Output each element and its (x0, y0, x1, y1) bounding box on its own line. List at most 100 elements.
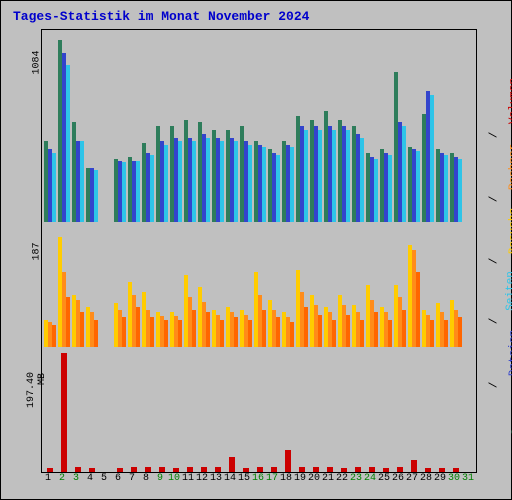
legend-label: Dateien (508, 330, 512, 376)
bar (388, 320, 392, 348)
bar (458, 159, 462, 222)
bar (290, 147, 294, 222)
bar (80, 141, 84, 222)
day-group (72, 222, 86, 347)
x-tick-label: 17 (265, 473, 279, 484)
bar (201, 467, 207, 472)
legend-label: Besuche (508, 208, 512, 254)
legend-label: / (488, 196, 500, 203)
bar (383, 468, 389, 472)
day-group (198, 30, 212, 222)
day-group (226, 30, 240, 222)
day-group (394, 222, 408, 347)
x-tick-label: 20 (307, 473, 321, 484)
day-group (310, 222, 324, 347)
day-group (282, 347, 296, 472)
bar (262, 147, 266, 222)
chart-frame: Tages-Statistik im Monat November 2024 1… (0, 0, 512, 500)
day-group (338, 222, 352, 347)
day-group (338, 347, 352, 472)
bar (75, 467, 81, 472)
day-group (352, 222, 366, 347)
day-group (212, 30, 226, 222)
x-tick-label: 14 (223, 473, 237, 484)
day-group (114, 30, 128, 222)
bar (47, 468, 53, 472)
bar (192, 141, 196, 222)
day-group (142, 347, 156, 472)
bar (430, 95, 434, 222)
day-group (114, 347, 128, 472)
day-group (100, 30, 114, 222)
day-group (86, 30, 100, 222)
day-group (142, 30, 156, 222)
legend-label: / (488, 382, 500, 389)
bar (453, 468, 459, 472)
day-group (450, 30, 464, 222)
bar (374, 159, 378, 222)
bar (136, 307, 140, 347)
day-group (86, 222, 100, 347)
bar (178, 141, 182, 222)
x-tick-label: 19 (293, 473, 307, 484)
bar (318, 315, 322, 348)
day-group (184, 347, 198, 472)
x-tick-label: 30 (447, 473, 461, 484)
day-group (408, 30, 422, 222)
bar (346, 315, 350, 348)
bar (257, 467, 263, 472)
x-tick-label: 7 (125, 473, 139, 484)
day-group (170, 222, 184, 347)
day-group (436, 222, 450, 347)
right-axis-labels: Anfragen / Dateien / Seiten / Besuche / … (491, 29, 505, 471)
bar (173, 468, 179, 472)
day-group (408, 347, 422, 472)
x-tick-label: 27 (405, 473, 419, 484)
bar (94, 320, 98, 348)
day-group (450, 222, 464, 347)
bar (248, 320, 252, 348)
x-tick-label: 24 (363, 473, 377, 484)
x-tick-label: 21 (321, 473, 335, 484)
day-group (450, 347, 464, 472)
panel-mid: 187 (42, 222, 476, 348)
bar (89, 468, 95, 472)
day-group (156, 30, 170, 222)
bar (444, 320, 448, 348)
day-group (268, 347, 282, 472)
bar (215, 467, 221, 472)
day-group (310, 30, 324, 222)
bar (425, 468, 431, 472)
day-group (128, 222, 142, 347)
bar (439, 468, 445, 472)
day-group (240, 30, 254, 222)
day-group (58, 222, 72, 347)
bar (411, 460, 417, 473)
bar (313, 467, 319, 472)
panel-bot: 197.40 MB (42, 347, 476, 472)
panel-top: 1084 (42, 30, 476, 223)
bar (318, 130, 322, 222)
legend-label: / (488, 132, 500, 139)
bar (416, 272, 420, 347)
bar (444, 155, 448, 222)
day-group (464, 222, 478, 347)
x-tick-label: 26 (391, 473, 405, 484)
day-group (352, 30, 366, 222)
bar (150, 317, 154, 347)
x-axis-labels: 1234567891011121314151617181920212223242… (41, 473, 475, 487)
bar (402, 126, 406, 222)
day-group (254, 222, 268, 347)
day-group (436, 30, 450, 222)
x-tick-label: 4 (83, 473, 97, 484)
day-group (58, 347, 72, 472)
day-group (338, 30, 352, 222)
day-group (170, 347, 184, 472)
day-group (394, 347, 408, 472)
bar (178, 320, 182, 348)
day-group (296, 30, 310, 222)
day-group (366, 30, 380, 222)
bar (276, 155, 280, 222)
bar (332, 130, 336, 222)
day-group (156, 347, 170, 472)
